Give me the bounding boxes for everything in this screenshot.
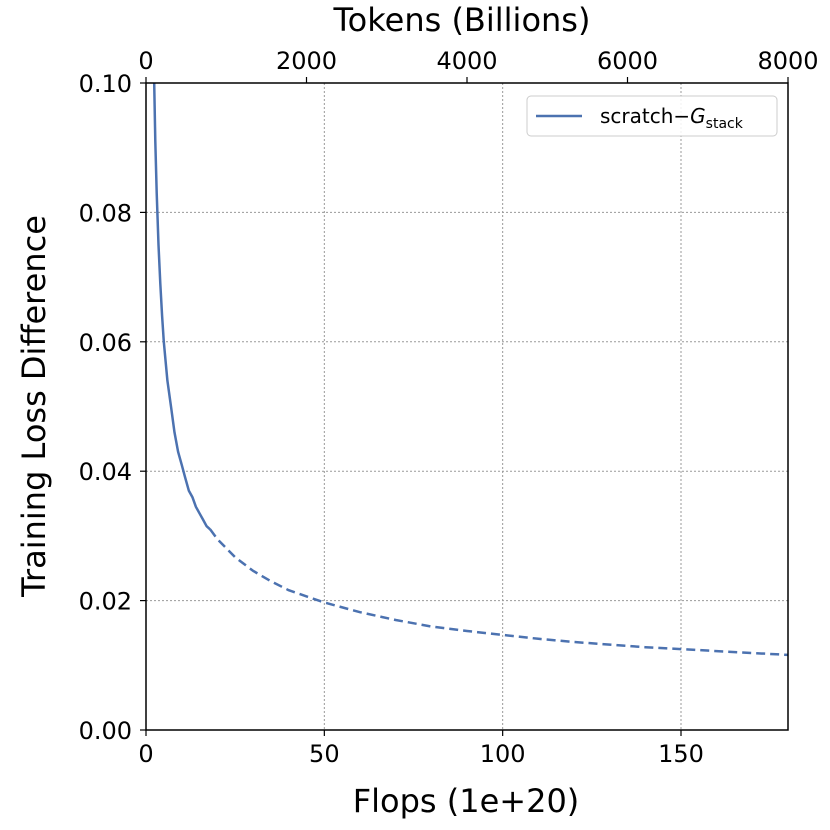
x-tick-label: 150 [658, 740, 704, 768]
top-x-tick-label: 2000 [276, 47, 337, 75]
series-line-dashed [209, 528, 789, 657]
x-tick-label: 50 [309, 740, 340, 768]
axis-ticks: 0 50 100 150 0 2000 4000 6000 8000 0.00 0.02 0.04 0.… [79, 47, 819, 768]
legend-label-main: scratch− [600, 104, 690, 128]
legend-label: scratch−Gstack [600, 104, 744, 132]
y-tick-label: 0.10 [79, 70, 132, 98]
plot-frame [145, 82, 789, 731]
legend-box [526, 95, 778, 137]
x-tick-label: 0 [138, 740, 153, 768]
legend: scratch−Gstack [526, 95, 778, 137]
x-axis-title: Flops (1e+20) [353, 782, 580, 820]
top-x-tick-label: 0 [138, 47, 153, 75]
series-line-solid [152, 82, 212, 531]
legend-label-sub: stack [706, 116, 744, 132]
x-tick-label: 100 [480, 740, 526, 768]
y-tick-label: 0.08 [79, 199, 132, 227]
grid [146, 83, 788, 730]
top-axis-title: Tokens (Billions) [333, 1, 591, 39]
plot-lines [152, 82, 789, 657]
y-tick-label: 0.06 [79, 329, 132, 357]
y-tick-label: 0.04 [79, 458, 132, 486]
top-x-tick-label: 8000 [757, 47, 818, 75]
legend-label-var: G [690, 104, 706, 128]
y-tick-label: 0.00 [79, 717, 132, 745]
y-axis-title: Training Loss Difference [15, 215, 53, 598]
top-x-tick-label: 4000 [436, 47, 497, 75]
y-tick-label: 0.02 [79, 588, 132, 616]
top-x-tick-label: 6000 [597, 47, 658, 75]
